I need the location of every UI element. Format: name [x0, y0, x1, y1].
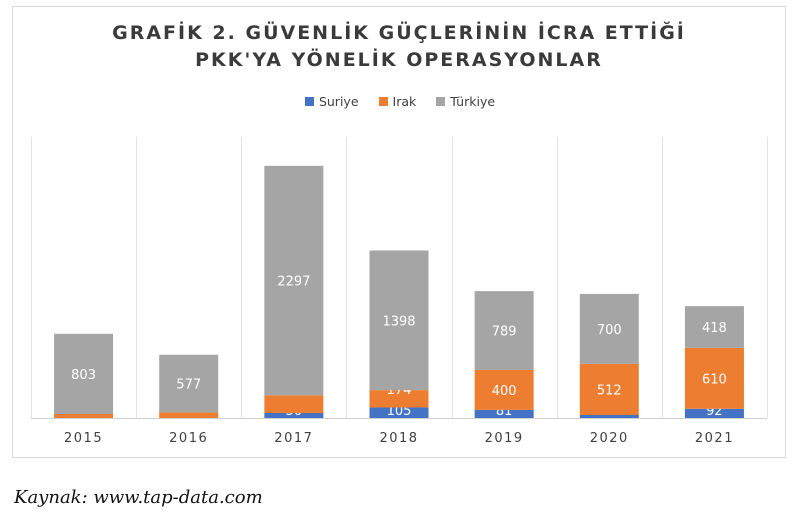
bar-suriye-2017 — [264, 413, 324, 418]
data-label-irak-2019: 400 — [492, 384, 517, 399]
bar-suriye-2020 — [579, 415, 639, 418]
legend-swatch-suriye — [304, 97, 314, 106]
legend-item-irak: Irak — [378, 94, 417, 109]
x-tick-label-2020: 2020 — [590, 431, 629, 446]
chart-legend: Suriye Irak Türkiye — [0, 94, 800, 109]
legend-item-suriye: Suriye — [304, 94, 359, 109]
data-label-trkiye-2018: 1398 — [382, 314, 415, 329]
chart-frame — [12, 6, 786, 458]
data-label-trkiye-2019: 789 — [492, 325, 517, 340]
data-label-trkiye-2021: 418 — [702, 321, 727, 336]
bar-trkiye-2017 — [264, 165, 324, 396]
bar-trkiye-2016 — [159, 354, 219, 413]
legend-swatch-turkiye — [436, 97, 446, 106]
bar-irak-2018 — [369, 390, 429, 408]
data-label-trkiye-2017: 2297 — [277, 275, 310, 290]
data-label-suriye-2018: 105 — [387, 404, 412, 419]
bar-irak-2015 — [54, 414, 114, 418]
x-tick-label-2016: 2016 — [169, 431, 208, 446]
chart-title-line-2: PKK'YA YÖNELİK OPERASYONLAR — [195, 49, 603, 71]
x-tick-label-2019: 2019 — [485, 431, 524, 446]
bar-trkiye-2019 — [474, 291, 534, 370]
bar-irak-2021 — [684, 347, 744, 409]
data-label-irak-2020: 512 — [597, 383, 622, 398]
chart-title: GRAFİK 2. GÜVENLİK GÜÇLERİNİN İCRA ETTİĞ… — [12, 20, 786, 74]
legend-label-turkiye: Türkiye — [450, 94, 496, 109]
bar-irak-2019 — [474, 369, 534, 410]
legend-swatch-irak — [378, 97, 388, 106]
bar-trkiye-2015 — [54, 333, 114, 415]
bar-suriye-2021 — [684, 408, 744, 418]
bar-suriye-2018 — [369, 407, 429, 418]
bar-suriye-2019 — [474, 409, 534, 418]
bar-irak-2016 — [159, 412, 219, 418]
legend-label-irak: Irak — [392, 94, 417, 109]
source-caption: Kaynak: www.tap-data.com — [14, 487, 263, 508]
bar-irak-2017 — [264, 395, 324, 414]
x-tick-label-2021: 2021 — [695, 431, 734, 446]
bar-trkiye-2020 — [579, 293, 639, 364]
data-label-trkiye-2020: 700 — [597, 323, 622, 338]
data-label-irak-2021: 610 — [702, 372, 727, 387]
legend-label-suriye: Suriye — [318, 94, 359, 109]
x-tick-label-2018: 2018 — [379, 431, 418, 446]
bar-trkiye-2018 — [369, 250, 429, 391]
x-tick-label-2015: 2015 — [64, 431, 103, 446]
x-tick-label-2017: 2017 — [274, 431, 313, 446]
data-label-trkiye-2016: 577 — [176, 378, 201, 393]
bar-trkiye-2021 — [684, 306, 744, 348]
legend-item-turkiye: Türkiye — [436, 94, 495, 109]
bar-irak-2020 — [579, 363, 639, 416]
chart-title-line-1: GRAFİK 2. GÜVENLİK GÜÇLERİNİN İCRA ETTİĞ… — [112, 22, 686, 44]
data-label-trkiye-2015: 803 — [71, 368, 96, 383]
